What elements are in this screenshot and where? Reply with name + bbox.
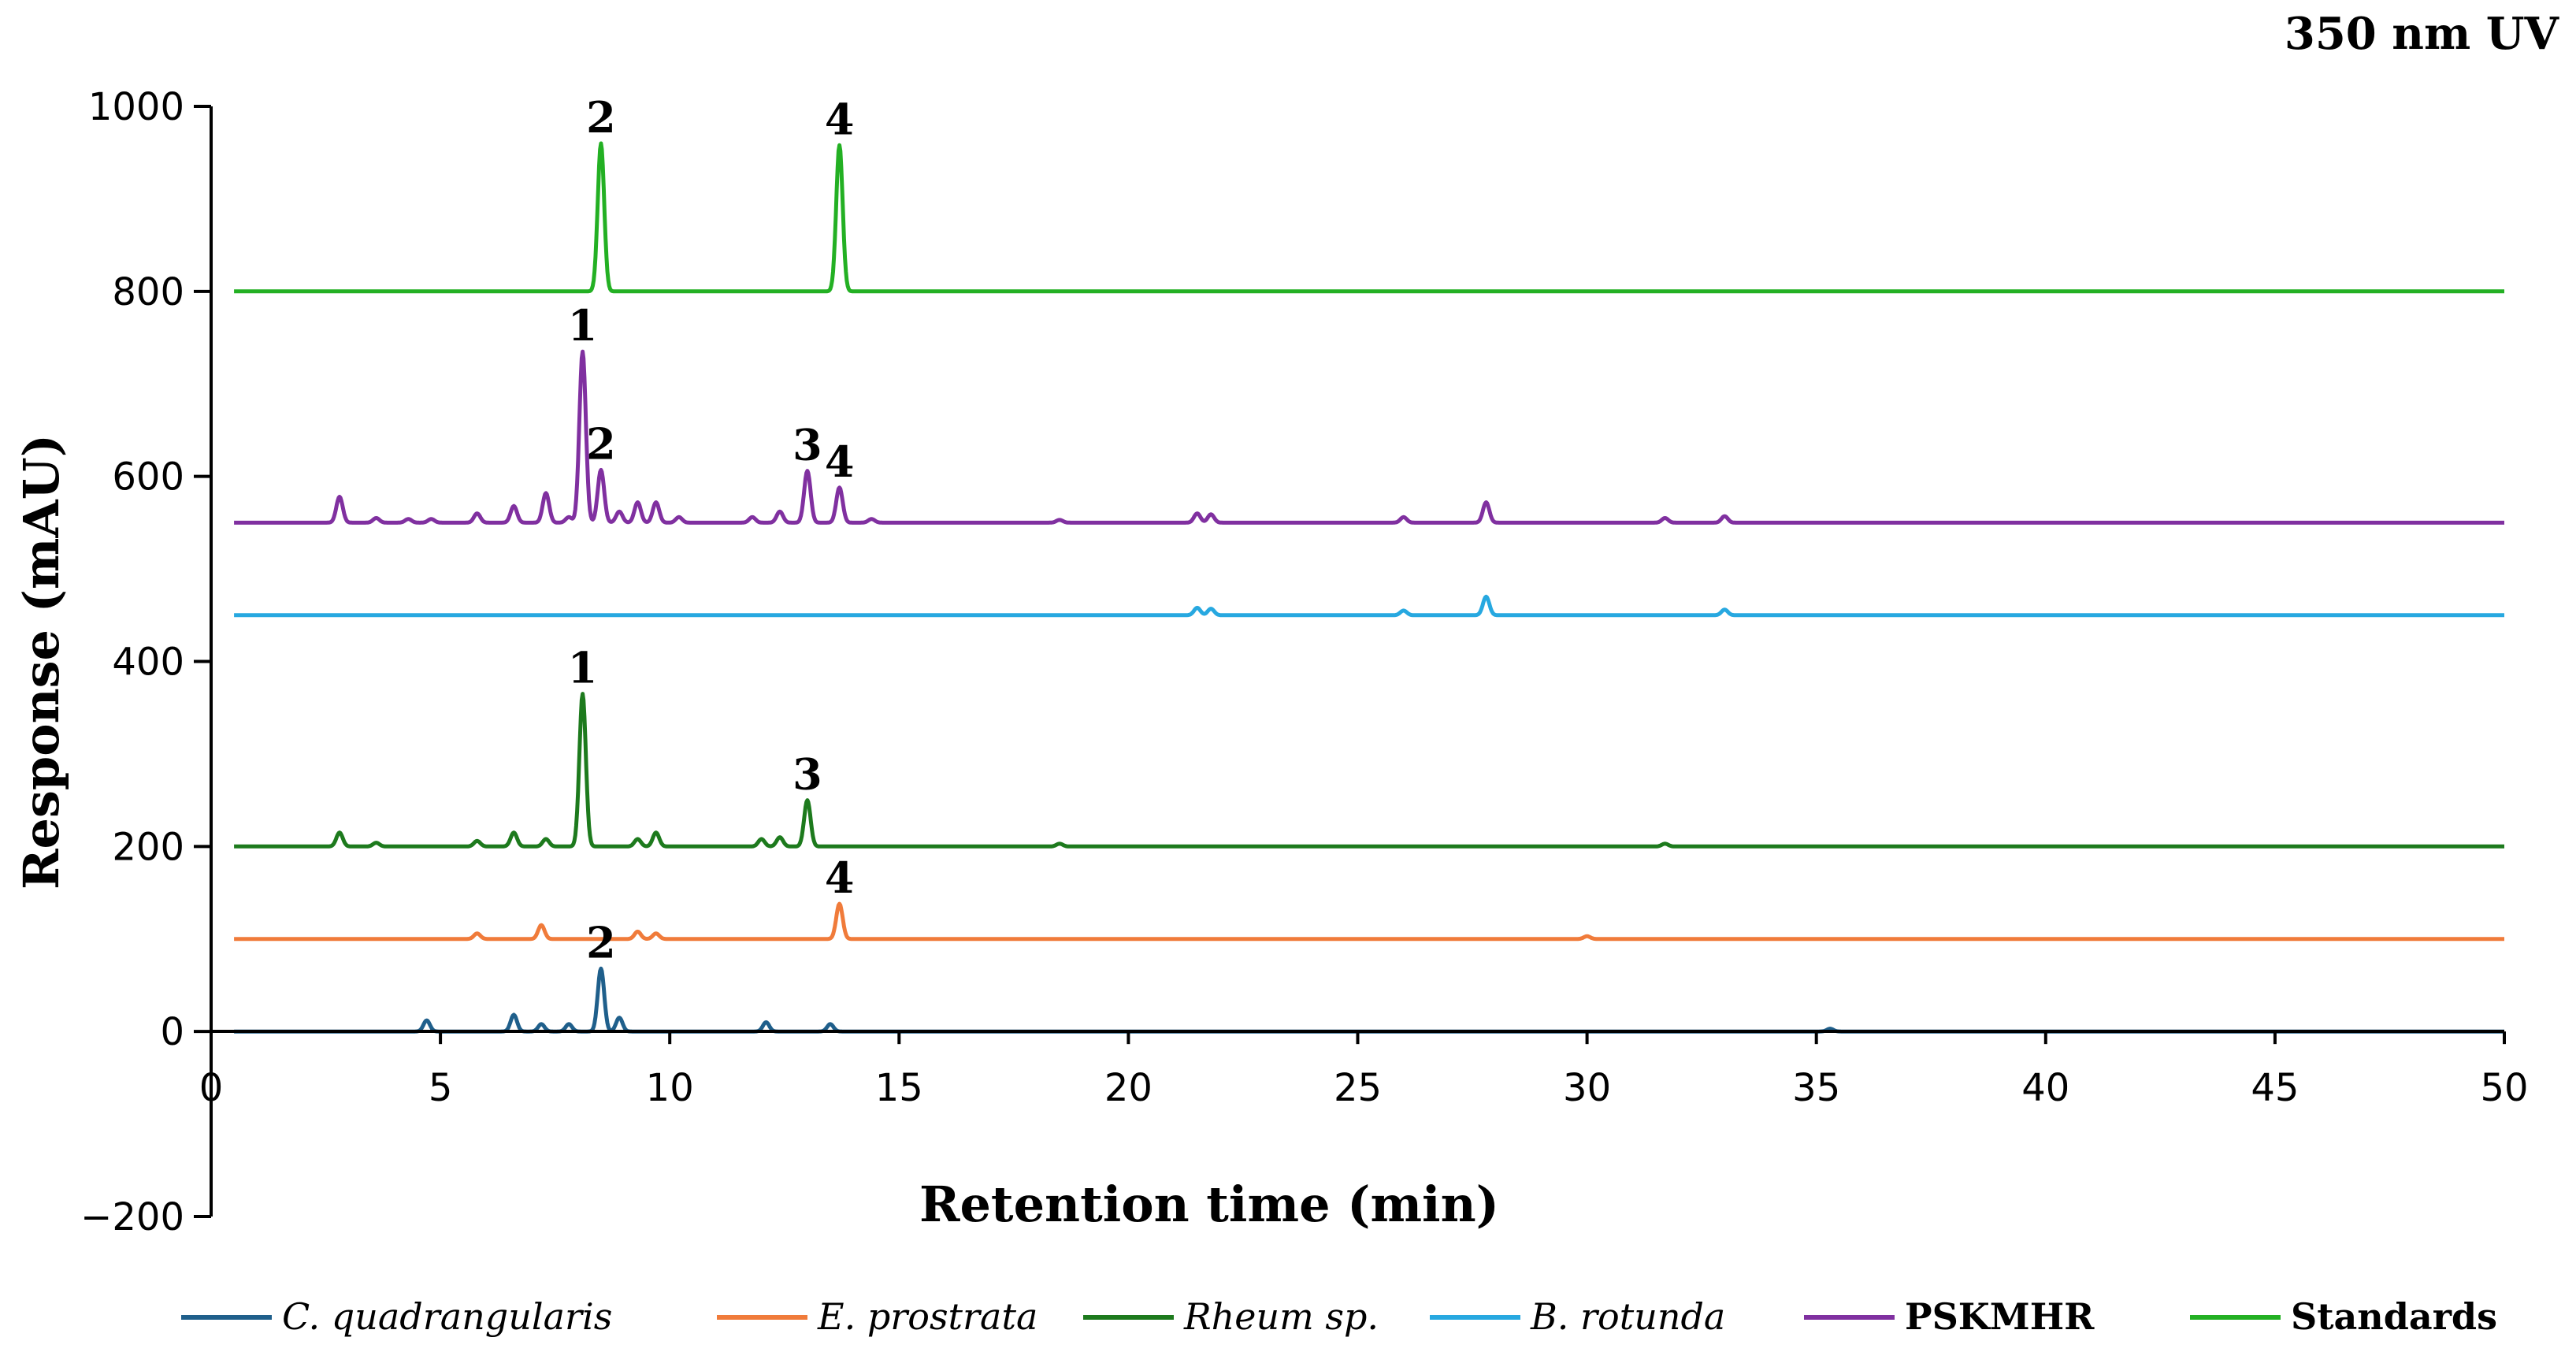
y-tick-label: 400 [112,641,184,685]
x-tick-label: 35 [1792,1066,1840,1110]
x-tick-label: 0 [199,1066,224,1110]
x-tick-label: 5 [429,1066,453,1110]
series-line-2 [232,692,2506,849]
x-axis-title: Retention time (min) [919,1176,1499,1233]
x-tick-label: 50 [2480,1066,2528,1110]
chart-title: 350 nm UV [2285,8,2560,60]
y-tick-label: 800 [112,270,184,314]
y-axis-title: Response (mAU) [13,434,70,890]
legend-label: Standards [2291,1295,2497,1338]
peak-label: 1 [568,300,598,351]
legend: C. quadrangularis E. prostrata Rheum sp. B.… [181,1295,2497,1338]
legend-label: C. quadrangularis [282,1295,612,1338]
peak-label: 4 [825,853,855,903]
peak-label: 1 [568,643,598,693]
series-line-4 [232,349,2506,525]
peak-label: 2 [586,92,616,143]
x-tick-label: 30 [1563,1066,1611,1110]
legend-label: B. rotunda [1530,1295,1725,1338]
y-tick-label: 1000 [88,85,184,129]
peak-label: 3 [792,420,822,470]
peak-label: 4 [825,436,855,487]
x-tick-label: 20 [1104,1066,1153,1110]
y-tick-label: 0 [160,1010,184,1054]
y-tick-label: −200 [80,1195,184,1239]
series-line-3 [232,594,2506,618]
y-tick-label: 200 [112,825,184,869]
y-ticks: −200 0 200 400 600 800 1000 [80,85,211,1239]
y-tick-label: 600 [112,455,184,500]
peak-label: 2 [586,917,616,968]
series-line-5 [232,141,2506,294]
series-line-0 [232,966,2506,1034]
legend-label: E. prostrata [817,1295,1037,1338]
peak-label: 4 [825,94,855,144]
series-lines [232,141,2506,1034]
x-tick-label: 25 [1334,1066,1382,1110]
legend-label: PSKMHR [1905,1295,2095,1338]
x-ticks: 0 5 10 15 20 25 30 35 40 45 50 [199,1031,2529,1110]
legend-label: Rheum sp. [1183,1295,1379,1338]
peak-label: 2 [586,418,616,469]
peak-label: 3 [792,749,822,800]
x-tick-label: 15 [875,1066,923,1110]
x-tick-label: 45 [2251,1066,2299,1110]
x-tick-label: 40 [2021,1066,2069,1110]
series-line-1 [232,901,2506,942]
x-tick-label: 10 [646,1066,694,1110]
